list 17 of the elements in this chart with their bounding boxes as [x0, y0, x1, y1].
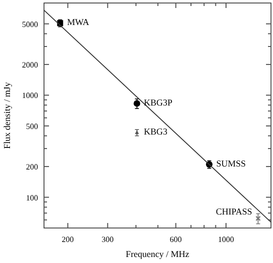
- y-tick-label: 2000: [22, 60, 38, 70]
- y-tick-label: 200: [26, 162, 38, 172]
- annotation: SUMSS: [216, 158, 246, 168]
- x-tick-label: 300: [102, 235, 114, 244]
- y-tick-label: 1000: [22, 91, 38, 100]
- y-tick-label: 100: [26, 193, 38, 202]
- y-tick-label: 500: [26, 122, 38, 131]
- annotation: KBG3: [144, 126, 168, 137]
- annotation: KBG3P: [144, 97, 172, 108]
- y-tick-label: 5000: [22, 20, 38, 29]
- x-tick-label: 1000: [218, 235, 234, 244]
- x-tick-label: 600: [170, 235, 182, 244]
- y-axis-title: Flux density / mJy: [2, 82, 12, 149]
- x-tick-label: 200: [62, 235, 74, 244]
- x-axis-title: Frequency / MHz: [126, 249, 190, 259]
- annotation: CHIPASS: [216, 206, 252, 216]
- annotation: MWA: [67, 17, 90, 28]
